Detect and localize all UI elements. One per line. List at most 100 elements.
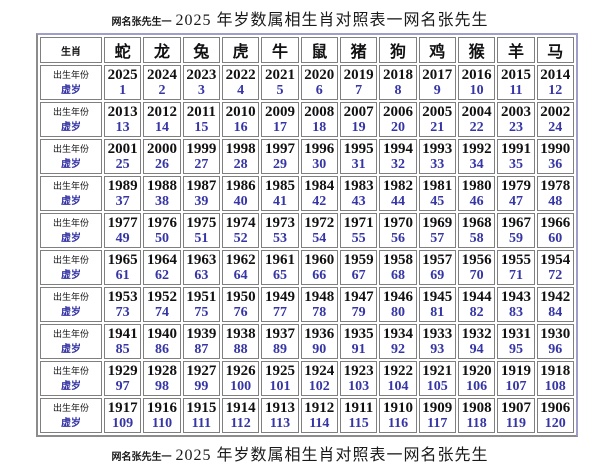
year-age-cell-7-10: 1931 95 bbox=[497, 324, 535, 359]
year-value: 2020 bbox=[304, 67, 335, 83]
zodiac-age-page: 网名张先生一 2025 年岁数属相生肖对照表一网名张先生 生肖蛇龙兔虎牛鼠猪狗鸡… bbox=[0, 6, 600, 465]
year-age-cell-1-0: 2013 13 bbox=[104, 102, 142, 137]
year-age-cell-1-8: 2005 21 bbox=[418, 102, 456, 137]
year-value: 1957 bbox=[422, 252, 453, 268]
table-header: 生肖蛇龙兔虎牛鼠猪狗鸡猴羊马 bbox=[40, 37, 574, 63]
year-age-cell-9-8: 1909 117 bbox=[418, 398, 456, 433]
year-value: 1929 bbox=[107, 363, 138, 379]
age-value: 59 bbox=[508, 231, 523, 246]
age-value: 65 bbox=[272, 268, 287, 283]
year-value: 2019 bbox=[343, 67, 374, 83]
age-value: 31 bbox=[351, 157, 366, 172]
year-value: 1973 bbox=[264, 215, 295, 231]
year-value: 1930 bbox=[540, 326, 571, 342]
year-age-cell-2-8: 1993 33 bbox=[418, 139, 456, 174]
age-value: 15 bbox=[194, 120, 209, 135]
birth-year-label: 出生年份 bbox=[52, 144, 89, 154]
table-body: 出生年份 虚岁 2025 1 2024 2 2023 3 2022 4 2021 5 2020 6 2019… bbox=[40, 65, 574, 433]
year-value: 2011 bbox=[186, 104, 216, 120]
year-value: 1956 bbox=[461, 252, 492, 268]
year-age-cell-3-0: 1989 37 bbox=[104, 176, 142, 211]
age-value: 91 bbox=[351, 342, 366, 357]
year-age-cell-9-1: 1916 110 bbox=[143, 398, 181, 433]
year-age-cell-6-8: 1945 81 bbox=[418, 287, 456, 322]
year-age-cell-7-4: 1937 89 bbox=[261, 324, 299, 359]
year-value: 1965 bbox=[107, 252, 138, 268]
year-age-cell-5-6: 1959 67 bbox=[339, 250, 378, 285]
age-value: 32 bbox=[390, 157, 405, 172]
year-value: 1960 bbox=[304, 252, 335, 268]
age-value: 41 bbox=[272, 194, 287, 209]
age-value: 10 bbox=[469, 83, 484, 98]
year-age-cell-8-7: 1922 104 bbox=[379, 361, 417, 396]
row-group-label-3: 出生年份 虚岁 bbox=[40, 176, 102, 211]
age-value: 40 bbox=[233, 194, 248, 209]
age-value: 74 bbox=[154, 305, 169, 320]
year-value: 1923 bbox=[343, 363, 374, 379]
year-value: 1955 bbox=[500, 252, 531, 268]
year-value: 1975 bbox=[186, 215, 217, 231]
age-value: 24 bbox=[548, 120, 563, 135]
year-age-cell-8-6: 1923 103 bbox=[339, 361, 378, 396]
year-value: 1958 bbox=[382, 252, 413, 268]
row-group-label-2: 出生年份 虚岁 bbox=[40, 139, 102, 174]
row-group-7: 出生年份 虚岁 1941 85 1940 86 1939 87 1938 88 1937 89 1936… bbox=[40, 324, 574, 359]
age-value: 112 bbox=[230, 416, 251, 431]
age-value: 47 bbox=[508, 194, 523, 209]
age-value: 16 bbox=[233, 120, 248, 135]
age-value: 49 bbox=[115, 231, 130, 246]
age-value: 77 bbox=[272, 305, 287, 320]
year-value: 1976 bbox=[146, 215, 177, 231]
age-value: 119 bbox=[505, 416, 527, 431]
year-value: 1983 bbox=[343, 178, 374, 194]
year-value: 2002 bbox=[540, 104, 571, 120]
year-value: 1966 bbox=[540, 215, 571, 231]
year-value: 1992 bbox=[461, 141, 492, 157]
year-age-cell-3-6: 1983 43 bbox=[339, 176, 378, 211]
age-value: 57 bbox=[430, 231, 445, 246]
row-group-3: 出生年份 虚岁 1989 37 1988 38 1987 39 1986 40 1985 41 1984… bbox=[40, 176, 574, 211]
age-value: 94 bbox=[469, 342, 484, 357]
year-value: 1928 bbox=[146, 363, 177, 379]
year-value: 1906 bbox=[540, 400, 571, 416]
year-value: 1985 bbox=[264, 178, 295, 194]
row-group-label-8: 出生年份 虚岁 bbox=[40, 361, 102, 396]
year-value: 1937 bbox=[264, 326, 295, 342]
age-value: 19 bbox=[351, 120, 366, 135]
age-value: 6 bbox=[315, 83, 323, 98]
year-age-cell-3-3: 1986 40 bbox=[221, 176, 260, 211]
year-value: 1948 bbox=[304, 289, 335, 305]
year-age-cell-1-1: 2012 14 bbox=[143, 102, 181, 137]
year-value: 1913 bbox=[264, 400, 295, 416]
age-value: 99 bbox=[194, 379, 209, 394]
age-value: 109 bbox=[112, 416, 134, 431]
year-age-cell-2-9: 1992 34 bbox=[457, 139, 496, 174]
year-value: 1978 bbox=[540, 178, 571, 194]
year-age-cell-6-2: 1951 75 bbox=[182, 287, 220, 322]
year-age-cell-6-3: 1950 76 bbox=[221, 287, 260, 322]
age-value: 68 bbox=[390, 268, 405, 283]
year-value: 1941 bbox=[107, 326, 138, 342]
age-value: 39 bbox=[194, 194, 209, 209]
age-value: 1 bbox=[119, 83, 127, 98]
year-age-cell-2-10: 1991 35 bbox=[497, 139, 535, 174]
age-value: 27 bbox=[194, 157, 209, 172]
year-value: 2001 bbox=[107, 141, 138, 157]
year-value: 2000 bbox=[146, 141, 177, 157]
age-value: 43 bbox=[351, 194, 366, 209]
birth-year-label: 出生年份 bbox=[52, 70, 89, 80]
year-age-cell-2-1: 2000 26 bbox=[143, 139, 181, 174]
age-value: 103 bbox=[348, 379, 370, 394]
age-value: 13 bbox=[115, 120, 130, 135]
age-value: 18 bbox=[312, 120, 327, 135]
zodiac-header-2: 兔 bbox=[182, 37, 220, 63]
year-value: 1935 bbox=[343, 326, 374, 342]
year-age-cell-3-5: 1984 42 bbox=[300, 176, 338, 211]
row-group-6: 出生年份 虚岁 1953 73 1952 74 1951 75 1950 76 1949 77 1948… bbox=[40, 287, 574, 322]
year-value: 1963 bbox=[186, 252, 217, 268]
year-age-cell-1-6: 2007 19 bbox=[339, 102, 378, 137]
year-age-cell-7-5: 1936 90 bbox=[300, 324, 338, 359]
zodiac-header-11: 马 bbox=[536, 37, 574, 63]
age-value: 45 bbox=[430, 194, 445, 209]
year-age-cell-4-2: 1975 51 bbox=[182, 213, 220, 248]
